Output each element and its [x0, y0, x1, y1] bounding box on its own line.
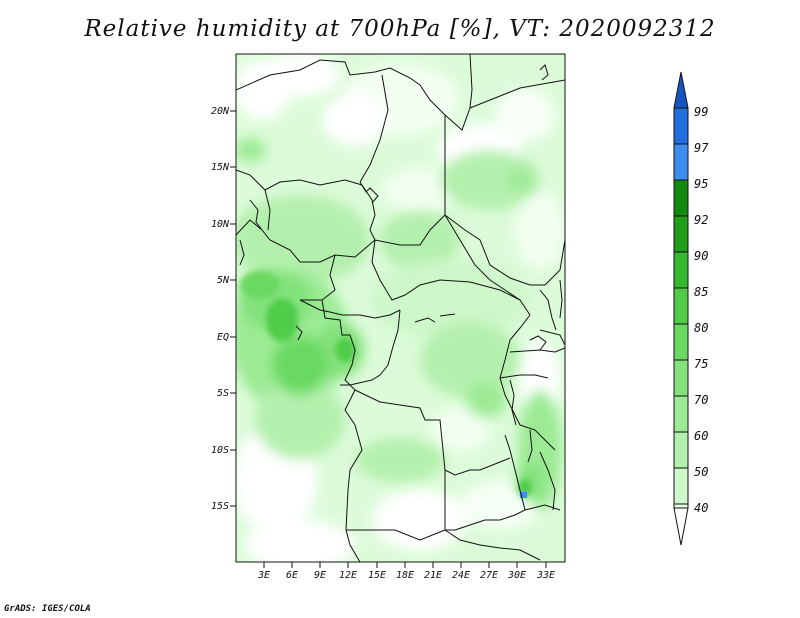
lon-tick-label: 30E	[507, 570, 526, 581]
colorbar-segment	[673, 467, 689, 505]
lon-tick-label: 3E	[257, 570, 270, 581]
colorbar-segment	[673, 431, 689, 469]
colorbar-top-triangle	[673, 71, 689, 109]
country-boundaries	[236, 54, 565, 562]
humidity-field	[236, 54, 565, 562]
lon-ticks: 3E 6E 9E 12E 15E 18E 21E 24E 27E 30E 33E	[257, 562, 555, 581]
chart-title: Relative humidity at 700hPa [%], VT: 202…	[84, 16, 716, 42]
lon-tick-label: 15E	[368, 570, 386, 581]
colorbar-segment	[673, 359, 689, 397]
lat-tick-label: EQ	[217, 332, 229, 343]
colorbar-segment	[673, 287, 689, 325]
lon-tick-label: 27E	[480, 570, 498, 581]
lat-tick-label: 10N	[211, 219, 230, 230]
colorbar-label: 75	[694, 357, 708, 371]
colorbar-label: 60	[694, 429, 708, 443]
colorbar-label: 95	[694, 177, 708, 191]
lon-tick-label: 18E	[396, 570, 414, 581]
lon-tick-label: 12E	[339, 570, 357, 581]
colorbar-label: 50	[694, 465, 708, 479]
colorbar-label: 85	[694, 285, 708, 299]
colorbar-bottom-triangle	[673, 507, 689, 546]
lat-ticks: 20N 15N 10N 5N EQ 5S 10S 15S	[211, 106, 236, 512]
lat-tick-label: 5N	[217, 275, 230, 286]
colorbar-segment	[673, 503, 689, 509]
colorbar-segment	[673, 179, 689, 217]
colorbar-segment	[673, 215, 689, 253]
credit-label: GrADS: IGES/COLA	[4, 604, 91, 614]
colorbar-labels: 40 50 60 70 75 80 85 90 92 95 97 99	[694, 105, 709, 515]
colorbar-segment	[673, 143, 689, 181]
lon-tick-label: 9E	[314, 570, 326, 581]
lon-tick-label: 6E	[286, 570, 298, 581]
colorbar-segment	[673, 251, 689, 289]
lon-tick-label: 33E	[536, 570, 555, 581]
lat-tick-label: 10S	[211, 445, 229, 456]
colorbar-segment	[673, 395, 689, 433]
lat-tick-label: 5S	[217, 388, 229, 399]
colorbar-label: 99	[694, 105, 708, 119]
colorbar-segment	[673, 107, 689, 145]
colorbar-label: 70	[694, 393, 708, 407]
lat-tick-label: 20N	[211, 106, 230, 117]
lon-tick-label: 24E	[452, 570, 470, 581]
colorbar-label: 80	[694, 321, 708, 335]
colorbar-label: 90	[694, 249, 708, 263]
lon-tick-label: 21E	[424, 570, 442, 581]
colorbar-label: 40	[694, 501, 708, 515]
colorbar	[673, 71, 689, 546]
lat-tick-label: 15S	[211, 501, 229, 512]
lat-tick-label: 15N	[211, 162, 230, 173]
map-frame	[235, 53, 566, 563]
colorbar-segment	[673, 323, 689, 361]
colorbar-label: 92	[694, 213, 708, 227]
colorbar-label: 97	[694, 141, 709, 155]
